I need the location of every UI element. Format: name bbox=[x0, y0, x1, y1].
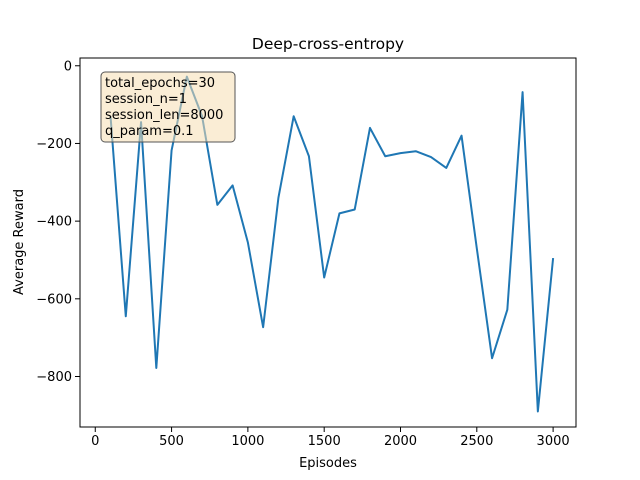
y-tick-label: 0 bbox=[64, 59, 72, 74]
x-tick-label: 1000 bbox=[231, 434, 264, 449]
chart-title: Deep-cross-entropy bbox=[252, 35, 404, 53]
y-tick-label: −600 bbox=[36, 292, 72, 307]
annotation-line-session-n: session_n=1 bbox=[105, 92, 187, 107]
y-tick-label: −400 bbox=[36, 215, 72, 230]
x-tick-label: 3000 bbox=[537, 434, 570, 449]
y-tick-label: −800 bbox=[36, 370, 72, 385]
axes-frame bbox=[79, 57, 577, 428]
x-tick-label: 2500 bbox=[460, 434, 493, 449]
x-tick-label: 1500 bbox=[308, 434, 341, 449]
annotation-line-q-param: q_param=0.1 bbox=[105, 124, 194, 139]
x-tick-label: 0 bbox=[91, 434, 99, 449]
y-axis-label: Average Reward bbox=[12, 189, 27, 295]
x-tick-label: 2000 bbox=[384, 434, 417, 449]
annotation-line-total-epochs: total_epochs=30 bbox=[105, 76, 215, 91]
annotation-line-session-len: session_len=8000 bbox=[105, 108, 223, 123]
y-axis-ticks: 0 −200 −400 −600 −800 bbox=[36, 59, 80, 385]
annotation-box: total_epochs=30 session_n=1 session_len=… bbox=[100, 71, 236, 143]
x-axis-label: Episodes bbox=[299, 456, 357, 471]
annotation-background bbox=[100, 71, 236, 143]
x-axis-ticks: 0 500 1000 1500 2000 2500 3000 bbox=[91, 427, 570, 449]
y-tick-label: −200 bbox=[36, 137, 72, 152]
x-tick-label: 500 bbox=[159, 434, 184, 449]
